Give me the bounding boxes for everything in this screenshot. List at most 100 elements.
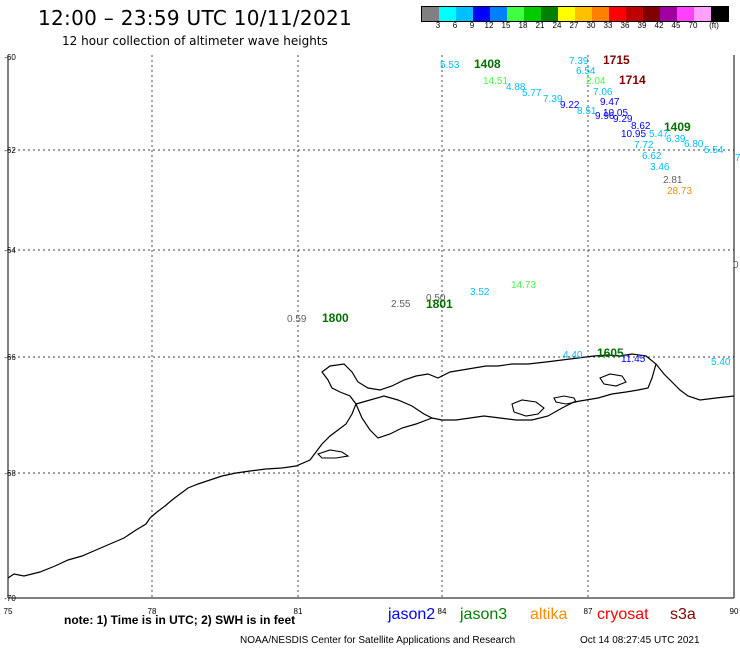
coastline-inlet	[355, 403, 433, 439]
legend-swatch	[575, 7, 592, 21]
legend-swatch	[677, 7, 694, 21]
wave-height-value: 14.51	[483, 76, 508, 87]
color-scale-labels: 3 6 9 12 15 18 21 24 27 30 33 36 39 42 45 70 (ft)	[421, 21, 731, 33]
longitude-label: 84	[438, 607, 447, 616]
satellite-altika-label: altika	[530, 606, 568, 623]
legend-label: 36	[620, 21, 630, 30]
wave-height-value: 10.05	[603, 108, 628, 119]
wave-height-value: 9.29	[613, 114, 633, 125]
wave-height-value: 6.54	[576, 66, 596, 77]
legend-swatch	[541, 7, 558, 21]
legend-label: 9	[469, 21, 475, 30]
legend-swatch	[558, 7, 575, 21]
wave-height-value: 7.39	[569, 56, 589, 67]
chart-title: 12:00 – 23:59 UTC 10/11/2021	[38, 6, 353, 30]
wave-height-value: 9.47	[600, 97, 620, 108]
wave-height-value: 2.04	[586, 76, 606, 87]
observation-time-label: 1714	[619, 73, 646, 87]
legend-swatch	[609, 7, 626, 21]
wave-height-value: 8.51	[577, 106, 597, 117]
wave-height-value: 9.96	[595, 111, 615, 122]
legend-swatch	[592, 7, 609, 21]
latitude-label: -68	[4, 469, 16, 478]
wave-height-observations: 5.53 1408 7.39 1715 6.54 14.51 2.04 1714 4.885.7…	[287, 53, 740, 368]
generation-timestamp: Oct 14 08:27:45 UTC 2021	[580, 635, 700, 646]
legend-swatch	[524, 7, 541, 21]
wave-height-value: 5.77	[522, 88, 542, 99]
satellite-cryosat-label: cryosat	[597, 606, 649, 623]
wave-height-value: 3.52	[470, 287, 490, 298]
latitude-label: -70	[4, 594, 16, 603]
coastline-fragment	[316, 449, 350, 459]
longitude-label: 87	[584, 607, 593, 616]
credit-line: NOAA/NESDIS Center for Satellite Applica…	[240, 635, 516, 646]
longitude-label: 81	[294, 607, 303, 616]
color-scale-legend	[421, 6, 729, 22]
legend-swatch	[422, 7, 439, 21]
legend-label: 24	[552, 21, 562, 30]
legend-label: 39	[637, 21, 647, 30]
longitude-label: 90	[730, 607, 739, 616]
legend-swatch	[490, 7, 507, 21]
coastline-peninsula	[355, 363, 657, 421]
satellite-jason2-label: jason2	[388, 606, 436, 623]
latitude-label: -64	[4, 246, 16, 255]
legend-label: 30	[586, 21, 596, 30]
legend-label: 12	[484, 21, 494, 30]
wave-height-value: 9.22	[560, 100, 580, 111]
legend-swatch	[711, 7, 728, 21]
wave-height-value: 0.50	[426, 293, 446, 304]
legend-label: 15	[501, 21, 511, 30]
wave-height-value: 4.40	[563, 350, 583, 361]
wave-height-value: 11.45	[621, 354, 646, 365]
wave-height-value: 3.46	[650, 162, 670, 173]
legend-label: 70	[688, 21, 698, 30]
wave-height-value: 5.47	[649, 129, 669, 140]
legend-label: 6	[452, 21, 458, 30]
wave-height-value: 6.62	[642, 151, 662, 162]
wave-height-value: 7.06	[593, 87, 613, 98]
legend-swatch	[643, 7, 660, 21]
legend-label: (ft)	[709, 21, 719, 30]
legend-swatch	[473, 7, 490, 21]
wave-height-value: 0.59	[287, 314, 307, 325]
legend-swatch	[439, 7, 456, 21]
observation-time-label: 1408	[474, 57, 501, 71]
legend-swatch	[456, 7, 473, 21]
observation-time-label: 1605	[597, 346, 624, 360]
wave-height-value: 5.40	[711, 357, 731, 368]
longitude-label: 78	[148, 607, 157, 616]
footer-note: note: 1) Time is in UTC; 2) SWH is in fe…	[64, 613, 296, 627]
latitude-label: -66	[4, 353, 16, 362]
legend-label: 18	[518, 21, 528, 30]
observation-time-label: 1800	[322, 311, 349, 325]
longitude-label: 75	[4, 607, 13, 616]
island-a	[511, 399, 545, 417]
wave-height-value: 5.53	[440, 60, 460, 71]
latitude-label: -62	[4, 146, 16, 155]
legend-label: 21	[535, 21, 545, 30]
legend-label: 3	[435, 21, 441, 30]
wave-height-value: 7.72	[634, 140, 654, 151]
island-c	[599, 373, 627, 387]
axis-labels: -60 -62 -64 -66 -68 -70 75 78 81 84 87 90	[4, 53, 739, 616]
satellite-jason3-label: jason3	[460, 606, 508, 623]
legend-label: 33	[603, 21, 613, 30]
legend-label: 45	[671, 21, 681, 30]
legend-swatch	[507, 7, 524, 21]
wave-height-value: 28.73	[667, 186, 692, 197]
wave-height-value: 5.54	[704, 145, 724, 156]
latitude-label: -60	[4, 53, 16, 62]
antarctic-coastline	[7, 353, 735, 579]
wave-height-value: 2.55	[391, 299, 411, 310]
wave-height-value: 8.62	[631, 121, 651, 132]
wave-height-value: 4.88	[506, 82, 526, 93]
legend-label: 42	[654, 21, 664, 30]
wave-height-value: 2.81	[663, 175, 683, 186]
observation-time-label: 1715	[603, 53, 630, 67]
wave-height-value: 14.73	[511, 280, 536, 291]
chart-subtitle: 12 hour collection of altimeter wave hei…	[62, 34, 328, 48]
wave-height-value: 6.80	[684, 139, 704, 150]
wave-height-value: 10.95	[621, 129, 646, 140]
